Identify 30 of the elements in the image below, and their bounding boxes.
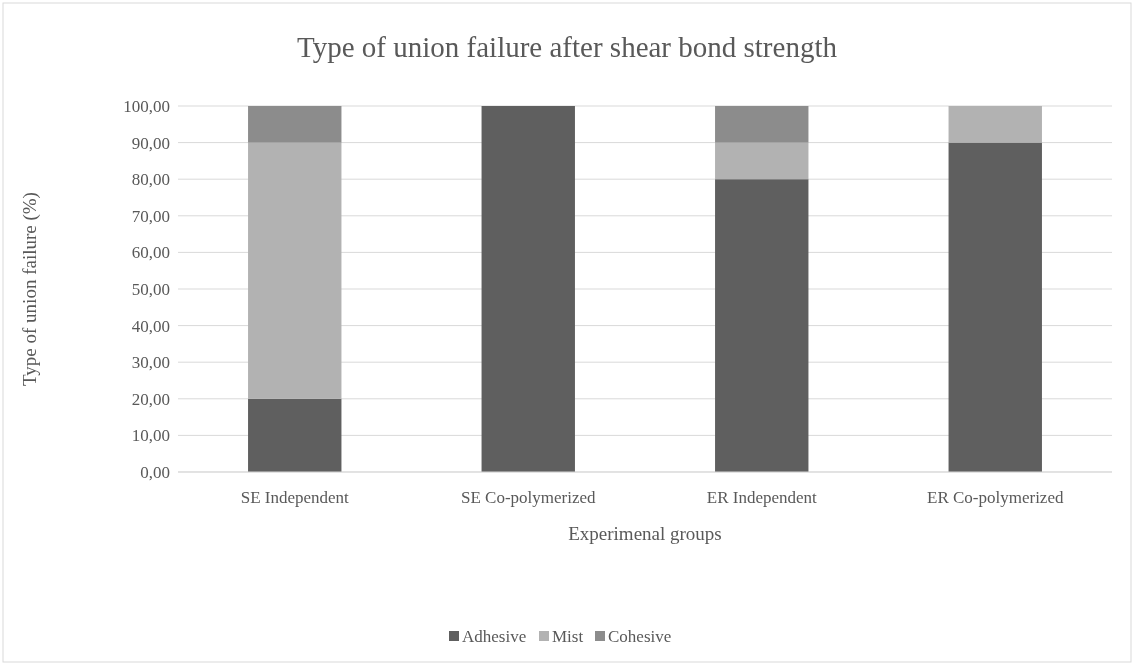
- y-axis-title: Type of union failure (%): [19, 192, 41, 386]
- y-tick-label: 80,00: [131, 170, 170, 190]
- bar: [715, 106, 809, 143]
- bar: [948, 106, 1042, 143]
- y-tick-label: 20,00: [131, 389, 170, 409]
- bar: [948, 142, 1042, 472]
- y-tick-label: 30,00: [131, 353, 170, 373]
- y-tick-label: 100,00: [123, 96, 170, 116]
- chart-title: Type of union failure after shear bond strength: [297, 31, 838, 63]
- x-tick-label: ER Co-polymerized: [927, 488, 1064, 507]
- y-tick-label: 60,00: [131, 243, 170, 263]
- legend-label: Mist: [552, 626, 584, 646]
- y-tick-label: 10,00: [131, 426, 170, 446]
- y-tick-label: 40,00: [131, 316, 170, 336]
- bar: [715, 142, 809, 180]
- y-tick-label: 50,00: [131, 279, 170, 299]
- x-axis-title: Experimenal groups: [568, 523, 722, 544]
- x-tick-label: SE Co-polymerized: [460, 488, 597, 507]
- y-tick-label: 70,00: [131, 206, 170, 226]
- bar: [248, 142, 342, 399]
- bar: [248, 398, 342, 472]
- y-tick-label: 0,00: [140, 462, 170, 482]
- legend-label: Cohesive: [608, 626, 672, 646]
- legend-label: Adhesive: [462, 626, 527, 646]
- x-tick-label: SE Independent: [240, 488, 350, 507]
- bar: [481, 106, 575, 472]
- x-tick-label: ER Independent: [706, 488, 818, 507]
- bar: [715, 179, 809, 472]
- y-tick-label: 90,00: [131, 133, 170, 153]
- bar: [248, 106, 342, 143]
